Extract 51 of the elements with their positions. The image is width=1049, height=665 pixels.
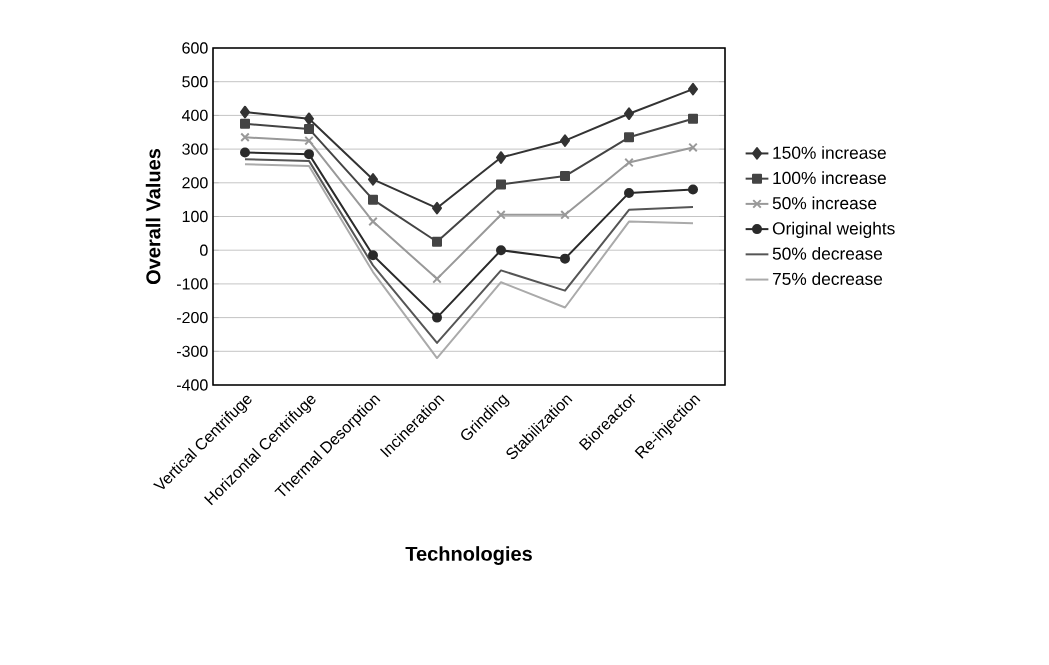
point (368, 194, 378, 205)
y-tick-label: 600 (182, 42, 208, 54)
y-tick-label: -400 (176, 379, 208, 391)
point (304, 135, 314, 146)
y-tick-label: 400 (181, 109, 208, 122)
point (368, 216, 378, 227)
point (624, 132, 634, 143)
point (240, 132, 250, 143)
point (624, 107, 634, 121)
y-tick-label: 0 (200, 244, 208, 256)
point (432, 201, 442, 215)
y-tick-label: 100 (182, 210, 208, 223)
point (688, 82, 698, 96)
point (432, 312, 442, 323)
point (240, 105, 251, 119)
point (496, 179, 506, 190)
x-axis-title: Technologies (405, 546, 532, 565)
point (688, 142, 698, 153)
point (688, 113, 698, 124)
legend-label: 150% increase (773, 146, 886, 159)
y-tick-label: -100 (176, 278, 208, 290)
point (560, 253, 570, 264)
point (368, 173, 378, 186)
point (240, 118, 251, 129)
point (624, 187, 634, 198)
point (304, 149, 314, 160)
point (624, 157, 634, 168)
legend-label: 75% decrease (772, 272, 883, 286)
point (432, 236, 442, 247)
y-tick-label: 300 (182, 143, 208, 155)
legend-label: 50% decrease (772, 247, 883, 260)
y-axis-title: Overall Values (145, 148, 161, 285)
y-tick-label: 500 (182, 76, 208, 88)
point (688, 184, 698, 195)
legend-label: 100% increase (773, 171, 886, 185)
legend-label: Original weights (772, 221, 895, 238)
point (240, 147, 251, 158)
point (560, 210, 570, 220)
point (560, 134, 570, 148)
legend-label: 50% increase (772, 196, 877, 210)
point (496, 151, 506, 164)
point (560, 171, 570, 182)
y-tick-label: -300 (176, 345, 208, 357)
point (304, 123, 314, 134)
point (496, 245, 506, 256)
point (496, 210, 506, 220)
y-tick-label: -200 (176, 311, 208, 324)
point (432, 274, 442, 284)
point (304, 112, 314, 126)
y-tick-label: 200 (182, 177, 208, 189)
point (368, 250, 378, 261)
